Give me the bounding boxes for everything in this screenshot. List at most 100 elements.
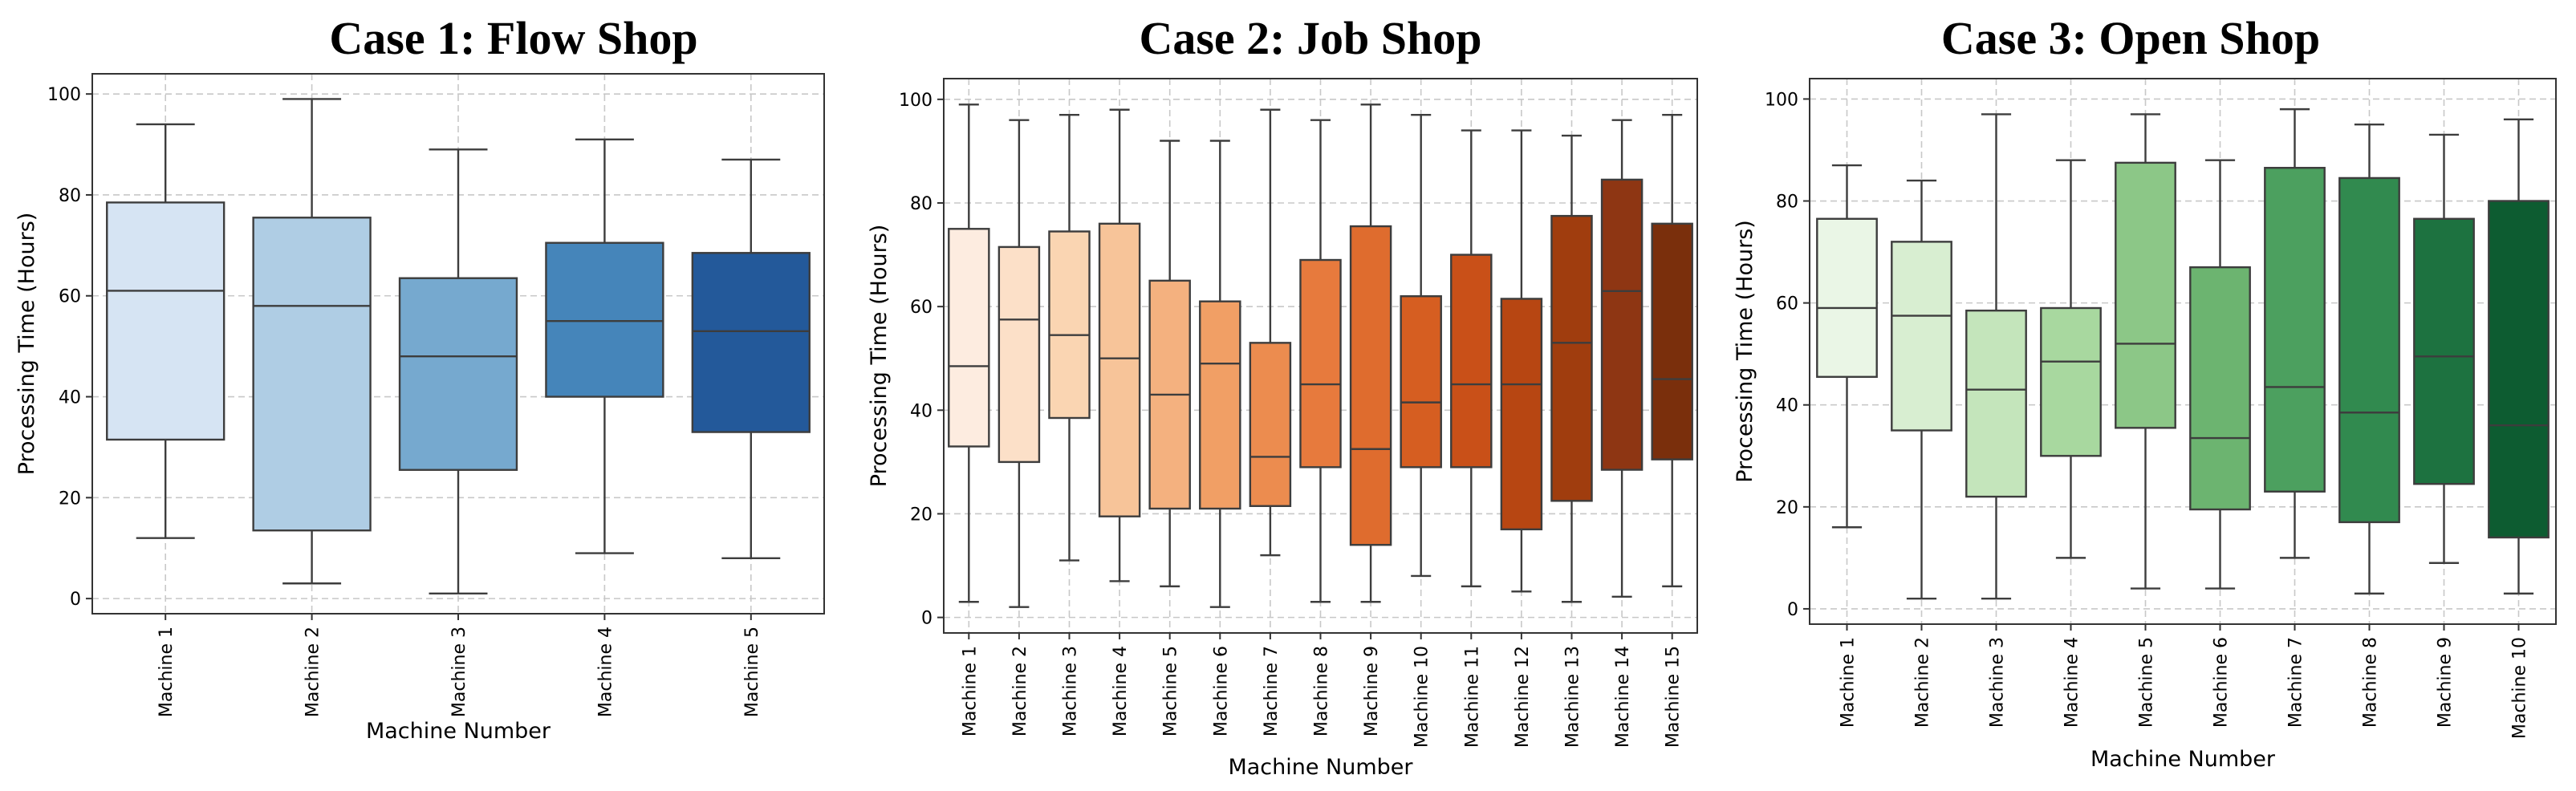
box-machine-10 [2488, 118, 2550, 595]
box-machine-7 [2264, 107, 2326, 559]
box-machine-5 [1148, 140, 1191, 588]
x-tick-label: Machine 4 [595, 627, 616, 717]
box-iqr [1816, 217, 1878, 378]
box-machine-11 [1450, 129, 1493, 588]
box-machine-6 [1199, 140, 1241, 608]
x-tick-label: Machine 8 [1312, 646, 1332, 736]
box-iqr [106, 201, 226, 441]
box-iqr [2040, 306, 2102, 457]
box-iqr [691, 252, 811, 433]
box-machine-1 [1816, 164, 1878, 529]
chart-title: Case 2: Job Shop [1139, 12, 1481, 64]
box-iqr [1891, 241, 1952, 432]
box-iqr [997, 245, 1041, 464]
plot-frame [1809, 78, 2557, 625]
x-tick-label: Machine 7 [1262, 646, 1282, 736]
x-axis-label: Machine Number [2090, 747, 2276, 772]
y-tick-label: 100 [899, 91, 932, 111]
x-tick-label: Machine 15 [1664, 646, 1684, 748]
y-tick-label: 20 [59, 489, 81, 509]
x-tick-label: Machine 9 [1362, 646, 1382, 736]
x-tick-label: Machine 4 [2062, 637, 2082, 728]
x-axis-label: Machine Number [1228, 755, 1413, 780]
x-tick-label: Machine 8 [2361, 637, 2381, 728]
y-tick-label: 100 [47, 85, 81, 105]
y-tick-label: 100 [1765, 90, 1798, 110]
box-iqr [1349, 225, 1392, 546]
x-tick-label: Machine 6 [1211, 646, 1231, 736]
y-tick-label: 80 [59, 186, 81, 206]
box-machine-3 [1048, 114, 1091, 562]
box-iqr [1965, 309, 2027, 498]
y-tick-label: 60 [910, 298, 932, 318]
x-tick-label: Machine 4 [1111, 646, 1131, 736]
x-tick-label: Machine 7 [2286, 637, 2306, 728]
box-iqr [1199, 300, 1241, 510]
x-tick-label: Machine 14 [1613, 646, 1633, 748]
box-machine-3 [398, 148, 518, 595]
x-tick-label: Machine 13 [1563, 646, 1583, 748]
box-machine-14 [1600, 119, 1644, 598]
y-tick-label: 0 [70, 590, 81, 610]
box-machine-9 [1349, 103, 1392, 603]
x-tick-label: Machine 11 [1462, 646, 1482, 748]
y-tick-label: 80 [1776, 193, 1798, 213]
box-iqr [948, 228, 990, 448]
x-tick-label: Machine 1 [960, 646, 980, 736]
box-machine-6 [2189, 159, 2251, 590]
box-iqr [2338, 176, 2400, 524]
box-iqr [1098, 222, 1141, 517]
box-iqr [2488, 200, 2550, 539]
box-machine-5 [2115, 113, 2176, 590]
y-tick-label: 60 [59, 287, 81, 307]
box-iqr [1299, 258, 1342, 469]
chart-panel-1: Case 1: Flow Shop 0 20 40 60 80 100 Machine 1 Ma… [14, 12, 825, 744]
x-tick-label: Machine 12 [1513, 646, 1533, 748]
chart-panel-2: Case 2: Job Shop 0 20 40 60 80 100 Machine 1 Mac… [867, 12, 1698, 780]
chart-title: Case 1: Flow Shop [329, 12, 697, 64]
y-tick-label: 0 [1787, 600, 1798, 620]
box-machine-3 [1965, 113, 2027, 600]
y-tick-label: 40 [1776, 396, 1798, 416]
x-tick-label: Machine 10 [2510, 637, 2530, 739]
x-tick-label: Machine 5 [1161, 646, 1181, 736]
x-tick-label: Machine 3 [449, 627, 469, 717]
box-machine-4 [2040, 159, 2102, 559]
box-machine-10 [1400, 114, 1442, 578]
x-tick-label: Machine 5 [742, 627, 762, 717]
box-machine-5 [691, 158, 811, 560]
box-machine-2 [252, 98, 372, 585]
y-tick-label: 40 [910, 401, 932, 421]
x-tick-label: Machine 3 [1988, 637, 2008, 728]
y-tick-label: 80 [910, 194, 932, 214]
y-axis-label: Processing Time (Hours) [14, 213, 39, 476]
box-machine-8 [2338, 123, 2400, 595]
box-iqr [2264, 167, 2326, 493]
box-iqr [1600, 178, 1644, 471]
x-tick-label: Machine 2 [1010, 646, 1030, 736]
box-machine-7 [1249, 108, 1292, 557]
chart-title: Case 3: Open Shop [1941, 12, 2320, 64]
box-iqr [398, 277, 518, 471]
box-machine-8 [1299, 119, 1342, 603]
box-machine-4 [1098, 108, 1141, 582]
x-tick-label: Machine 9 [2436, 637, 2456, 728]
box-iqr [2413, 217, 2475, 485]
y-axis-label: Processing Time (Hours) [867, 225, 892, 488]
y-tick-label: 20 [1776, 498, 1798, 518]
x-tick-label: Machine 1 [156, 627, 177, 717]
x-tick-label: Machine 5 [2137, 637, 2157, 728]
y-axis-label: Processing Time (Hours) [1733, 220, 1757, 483]
box-iqr [1400, 295, 1442, 469]
box-machine-1 [106, 123, 226, 539]
x-tick-label: Machine 6 [2212, 637, 2232, 728]
box-machine-15 [1651, 114, 1693, 588]
x-tick-label: Machine 3 [1061, 646, 1081, 736]
box-iqr [1500, 298, 1543, 531]
box-machine-1 [948, 103, 990, 603]
x-tick-label: Machine 2 [303, 627, 323, 717]
box-iqr [2189, 266, 2251, 511]
box-iqr [1450, 254, 1493, 469]
box-iqr [1048, 230, 1091, 420]
